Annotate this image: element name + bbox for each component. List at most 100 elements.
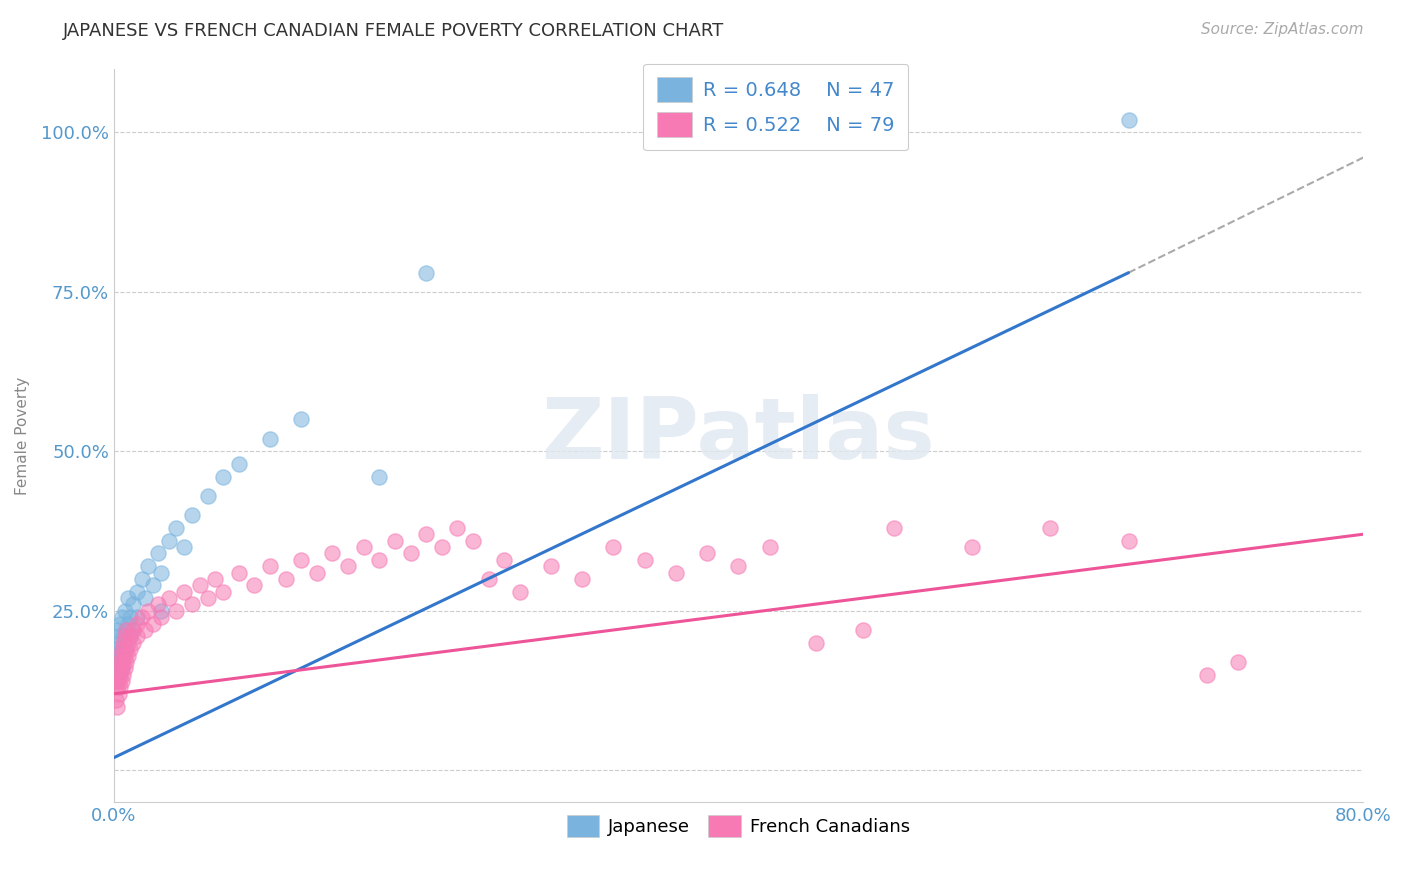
Point: [115, 655, 138, 669]
Point: [110, 636, 132, 650]
Point: [112, 655, 135, 669]
Point: [337, 559, 360, 574]
Point: [136, 604, 159, 618]
Point: [115, 642, 138, 657]
Point: [110, 648, 132, 663]
Point: [321, 546, 343, 560]
Point: [197, 591, 219, 606]
Point: [243, 578, 266, 592]
Point: [111, 673, 134, 688]
Point: [1118, 533, 1140, 548]
Point: [146, 546, 169, 560]
Point: [121, 636, 143, 650]
Point: [105, 661, 128, 675]
Y-axis label: Female Poverty: Female Poverty: [15, 376, 30, 494]
Point: [602, 540, 624, 554]
Point: [415, 266, 437, 280]
Point: [134, 623, 156, 637]
Point: [127, 584, 149, 599]
Point: [112, 667, 135, 681]
Point: [110, 616, 132, 631]
Text: ZIPatlas: ZIPatlas: [541, 394, 935, 477]
Point: [633, 553, 655, 567]
Point: [290, 553, 312, 567]
Point: [114, 648, 136, 663]
Point: [104, 673, 127, 688]
Point: [415, 527, 437, 541]
Point: [107, 667, 129, 681]
Point: [115, 623, 138, 637]
Point: [509, 584, 531, 599]
Point: [446, 521, 468, 535]
Point: [259, 432, 281, 446]
Point: [121, 598, 143, 612]
Point: [142, 616, 165, 631]
Point: [118, 610, 141, 624]
Point: [121, 623, 143, 637]
Point: [111, 642, 134, 657]
Point: [149, 566, 172, 580]
Point: [112, 636, 135, 650]
Point: [305, 566, 328, 580]
Point: [105, 642, 128, 657]
Point: [104, 673, 127, 688]
Point: [117, 616, 139, 631]
Point: [110, 681, 132, 695]
Point: [228, 566, 250, 580]
Point: [104, 655, 127, 669]
Point: [149, 610, 172, 624]
Point: [1039, 521, 1062, 535]
Point: [157, 591, 180, 606]
Point: [1195, 667, 1218, 681]
Point: [112, 648, 135, 663]
Point: [107, 648, 129, 663]
Point: [197, 489, 219, 503]
Point: [114, 636, 136, 650]
Point: [111, 661, 134, 675]
Point: [1118, 112, 1140, 127]
Point: [131, 610, 153, 624]
Point: [149, 604, 172, 618]
Point: [142, 578, 165, 592]
Point: [696, 546, 718, 560]
Point: [290, 412, 312, 426]
Point: [212, 470, 235, 484]
Text: Source: ZipAtlas.com: Source: ZipAtlas.com: [1201, 22, 1364, 37]
Point: [104, 693, 127, 707]
Point: [188, 578, 211, 592]
Point: [107, 687, 129, 701]
Point: [181, 508, 204, 523]
Point: [118, 629, 141, 643]
Point: [134, 591, 156, 606]
Point: [112, 629, 135, 643]
Point: [368, 470, 391, 484]
Point: [962, 540, 984, 554]
Point: [228, 457, 250, 471]
Point: [368, 553, 391, 567]
Point: [806, 636, 828, 650]
Point: [127, 629, 149, 643]
Point: [883, 521, 905, 535]
Point: [114, 661, 136, 675]
Point: [384, 533, 406, 548]
Point: [430, 540, 453, 554]
Point: [110, 667, 132, 681]
Point: [173, 584, 195, 599]
Point: [173, 540, 195, 554]
Point: [136, 559, 159, 574]
Point: [105, 681, 128, 695]
Point: [477, 572, 499, 586]
Point: [115, 642, 138, 657]
Point: [105, 699, 128, 714]
Point: [118, 629, 141, 643]
Point: [107, 673, 129, 688]
Point: [259, 559, 281, 574]
Point: [274, 572, 297, 586]
Point: [105, 623, 128, 637]
Point: [852, 623, 875, 637]
Point: [111, 661, 134, 675]
Point: [107, 629, 129, 643]
Point: [494, 553, 516, 567]
Point: [665, 566, 688, 580]
Legend: Japanese, French Canadians: Japanese, French Canadians: [560, 808, 917, 845]
